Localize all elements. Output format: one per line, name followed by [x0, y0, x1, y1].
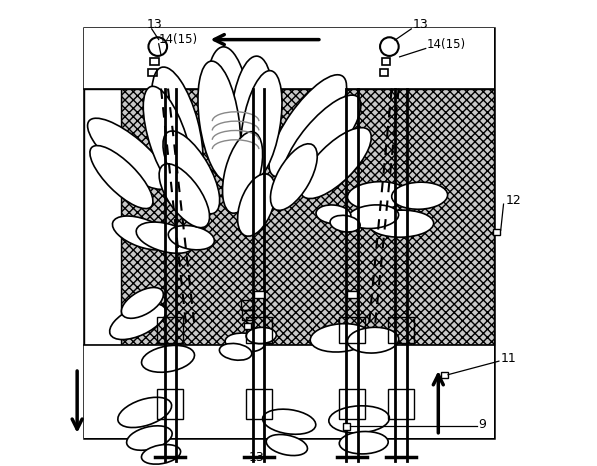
Bar — [388, 317, 414, 343]
Bar — [493, 229, 500, 235]
Bar — [343, 423, 350, 430]
Bar — [441, 372, 448, 378]
Bar — [254, 291, 263, 298]
Ellipse shape — [241, 71, 282, 181]
Ellipse shape — [141, 345, 195, 372]
Bar — [339, 389, 365, 419]
Ellipse shape — [339, 432, 388, 454]
Ellipse shape — [238, 174, 276, 236]
Ellipse shape — [206, 47, 251, 177]
Ellipse shape — [118, 397, 171, 427]
Ellipse shape — [90, 145, 153, 209]
Ellipse shape — [347, 205, 399, 228]
Ellipse shape — [310, 324, 371, 352]
Ellipse shape — [220, 343, 252, 360]
Ellipse shape — [223, 132, 263, 213]
Ellipse shape — [329, 406, 389, 433]
Ellipse shape — [266, 434, 307, 456]
Ellipse shape — [263, 409, 316, 434]
Ellipse shape — [225, 333, 264, 352]
Ellipse shape — [163, 131, 220, 214]
Text: 13: 13 — [147, 18, 163, 31]
Text: 14(15): 14(15) — [427, 38, 466, 50]
Ellipse shape — [121, 288, 164, 318]
Ellipse shape — [230, 56, 273, 177]
Bar — [244, 323, 251, 329]
Ellipse shape — [152, 67, 203, 185]
Text: 9: 9 — [478, 418, 486, 431]
Ellipse shape — [330, 215, 360, 232]
Ellipse shape — [159, 164, 210, 228]
Text: 14(15): 14(15) — [159, 33, 198, 46]
Bar — [388, 389, 414, 419]
Ellipse shape — [168, 226, 214, 250]
Bar — [148, 69, 156, 75]
Bar — [84, 345, 494, 438]
Ellipse shape — [127, 426, 172, 450]
Ellipse shape — [283, 95, 361, 185]
Ellipse shape — [270, 144, 317, 210]
Bar — [84, 28, 494, 89]
Bar — [381, 58, 390, 65]
Text: 12: 12 — [506, 194, 521, 207]
Ellipse shape — [300, 128, 371, 199]
Bar — [242, 310, 253, 320]
Bar — [347, 291, 357, 298]
Text: 11: 11 — [501, 352, 516, 365]
Bar — [241, 300, 254, 310]
Bar — [84, 89, 121, 345]
Bar — [246, 317, 272, 343]
Ellipse shape — [143, 86, 193, 193]
Ellipse shape — [347, 182, 408, 210]
Text: 13: 13 — [248, 452, 264, 464]
Ellipse shape — [316, 205, 351, 224]
Ellipse shape — [368, 210, 433, 237]
Ellipse shape — [198, 61, 241, 181]
Bar — [150, 58, 159, 65]
Ellipse shape — [347, 327, 399, 353]
Ellipse shape — [136, 222, 195, 254]
Ellipse shape — [392, 182, 448, 209]
Ellipse shape — [269, 75, 347, 177]
Bar — [246, 389, 272, 419]
Text: 13: 13 — [413, 18, 429, 31]
Bar — [339, 317, 365, 343]
Ellipse shape — [141, 445, 181, 464]
Bar — [157, 317, 183, 343]
Bar — [157, 389, 183, 419]
Ellipse shape — [112, 216, 173, 250]
Ellipse shape — [110, 303, 166, 340]
Ellipse shape — [88, 118, 170, 189]
Bar — [84, 28, 494, 438]
Ellipse shape — [246, 327, 276, 344]
Bar — [121, 89, 494, 345]
Bar — [380, 69, 388, 75]
